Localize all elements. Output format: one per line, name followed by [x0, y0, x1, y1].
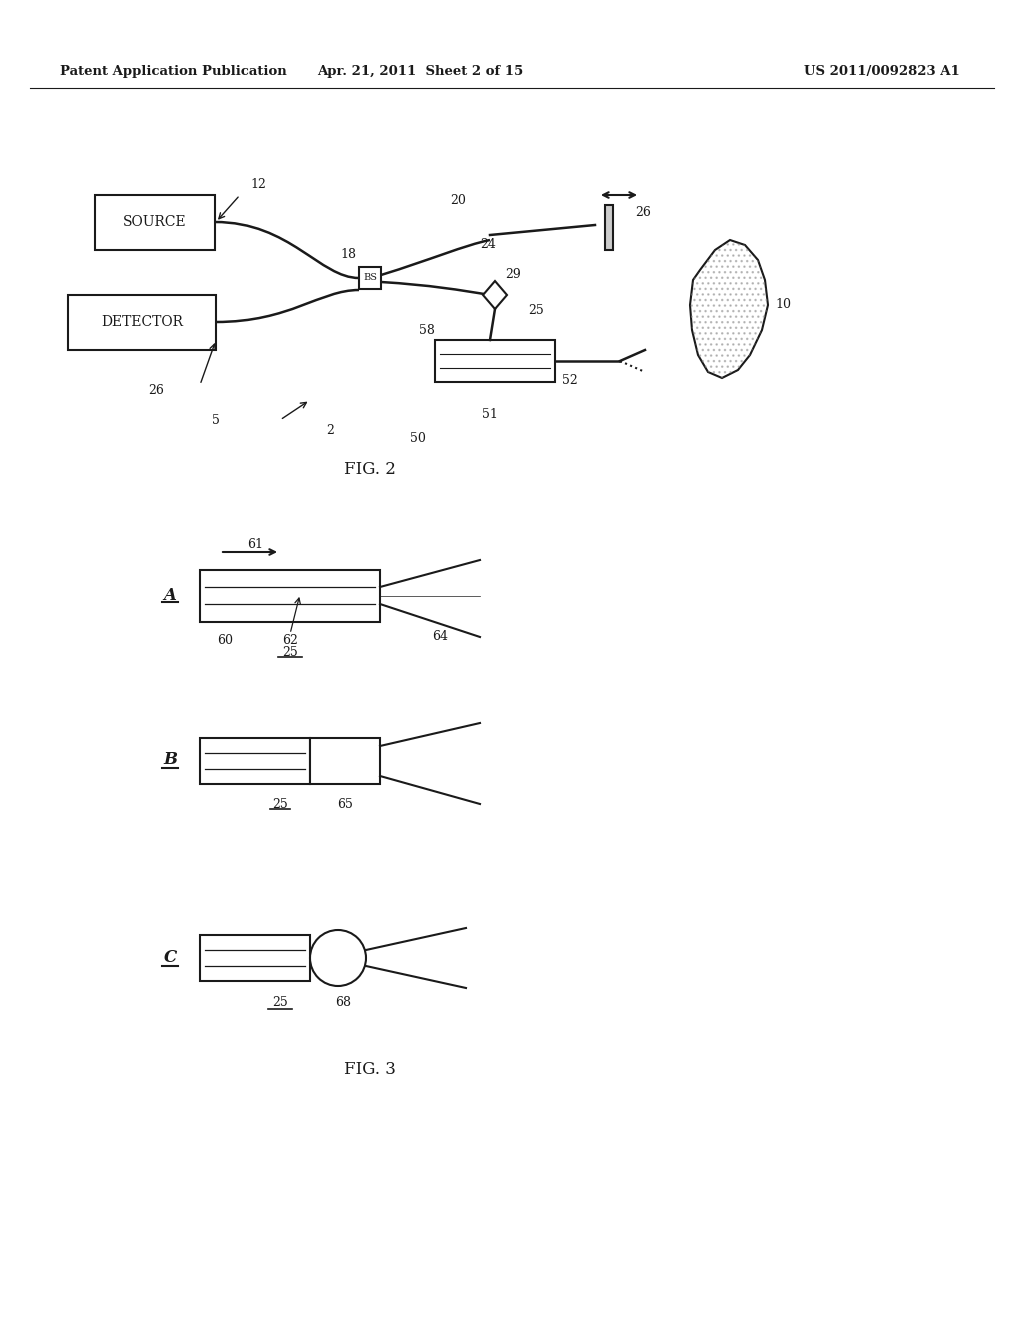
Text: 10: 10 — [775, 298, 791, 312]
FancyBboxPatch shape — [605, 205, 613, 249]
Text: 2: 2 — [326, 424, 334, 437]
Text: BS: BS — [362, 273, 377, 282]
Text: 52: 52 — [562, 374, 578, 387]
Text: 25: 25 — [528, 304, 544, 317]
Text: SOURCE: SOURCE — [123, 215, 186, 230]
Text: 25: 25 — [272, 997, 288, 1010]
Text: US 2011/0092823 A1: US 2011/0092823 A1 — [804, 66, 961, 78]
Text: 5: 5 — [212, 413, 220, 426]
Text: 58: 58 — [419, 323, 435, 337]
Text: 60: 60 — [217, 634, 233, 647]
Text: 64: 64 — [432, 631, 449, 644]
Text: FIG. 2: FIG. 2 — [344, 462, 396, 479]
FancyBboxPatch shape — [68, 294, 216, 350]
FancyBboxPatch shape — [200, 738, 310, 784]
Circle shape — [310, 931, 366, 986]
FancyBboxPatch shape — [359, 267, 381, 289]
Text: FIG. 3: FIG. 3 — [344, 1061, 396, 1078]
Text: 68: 68 — [335, 997, 351, 1010]
Text: A: A — [164, 586, 176, 603]
FancyBboxPatch shape — [200, 935, 310, 981]
Text: 51: 51 — [482, 408, 498, 421]
Text: 50: 50 — [410, 432, 426, 445]
Text: Apr. 21, 2011  Sheet 2 of 15: Apr. 21, 2011 Sheet 2 of 15 — [316, 66, 523, 78]
Text: 29: 29 — [505, 268, 521, 281]
Text: C: C — [164, 949, 176, 966]
Polygon shape — [483, 281, 507, 309]
Text: Patent Application Publication: Patent Application Publication — [60, 66, 287, 78]
Text: 24: 24 — [480, 239, 496, 252]
Text: 62: 62 — [282, 634, 298, 647]
Text: 25: 25 — [283, 645, 298, 659]
FancyBboxPatch shape — [95, 195, 215, 249]
FancyBboxPatch shape — [200, 570, 380, 622]
Text: 26: 26 — [148, 384, 164, 396]
Text: 18: 18 — [340, 248, 356, 261]
Text: 12: 12 — [250, 178, 266, 191]
Text: DETECTOR: DETECTOR — [101, 315, 183, 330]
Text: 20: 20 — [450, 194, 466, 206]
Text: 26: 26 — [635, 206, 651, 219]
FancyBboxPatch shape — [435, 341, 555, 381]
Text: 25: 25 — [272, 797, 288, 810]
Text: 61: 61 — [247, 539, 263, 552]
FancyBboxPatch shape — [310, 738, 380, 784]
Text: B: B — [163, 751, 177, 768]
Text: 65: 65 — [337, 797, 353, 810]
